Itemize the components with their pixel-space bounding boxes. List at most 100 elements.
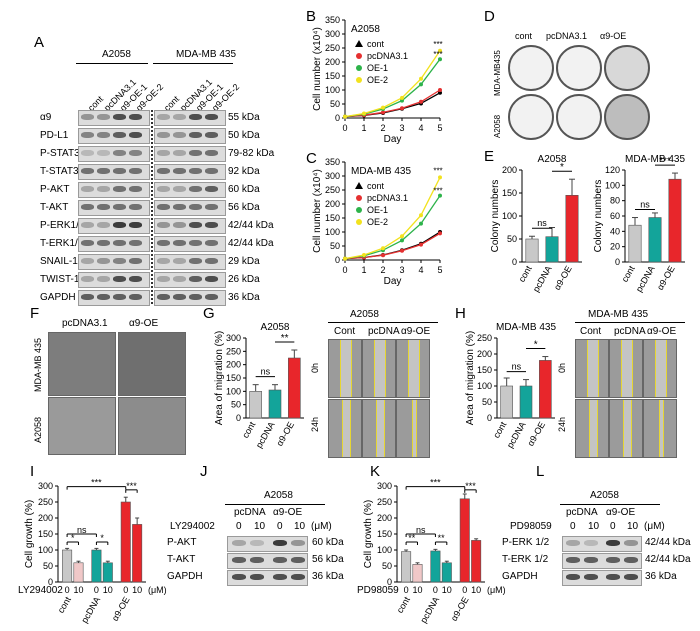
colony-dish (556, 94, 602, 140)
bar (412, 564, 423, 583)
y-axis-label: Area of migration (%) (214, 331, 225, 425)
cell-image (118, 397, 186, 455)
data-point (438, 88, 442, 92)
y-tick-label: 200 (477, 349, 492, 359)
significance-label: * (560, 162, 564, 173)
blot-band (97, 276, 110, 282)
blot-band (113, 258, 126, 264)
colony-dish (604, 45, 650, 91)
blot-strip (562, 570, 642, 586)
a-kda-label: 79-82 kDa (228, 148, 275, 159)
blot-band (566, 557, 580, 563)
a-kda-label: 29 kDa (228, 256, 260, 267)
blot-band (205, 276, 218, 282)
data-point (362, 111, 366, 116)
x-tick-label: 5 (437, 265, 442, 275)
f-col-a9oe: α9-OE (129, 318, 159, 329)
blot-band (113, 186, 126, 192)
significance-label: ns (640, 200, 650, 210)
y-tick-label: 150 (226, 373, 241, 383)
wound-gap (655, 340, 667, 397)
y-tick-label: 80 (610, 196, 620, 206)
blot-band (113, 222, 126, 228)
y-tick-label: 300 (377, 481, 392, 491)
chart-title: MDA-MB 435 (625, 154, 685, 165)
wound-image (643, 399, 677, 458)
d-col-pcdna: pcDNA3.1 (546, 31, 588, 41)
blot-band (157, 294, 170, 300)
unit-label: (μM) (487, 585, 506, 595)
x-tick-label: 1 (361, 265, 366, 275)
h-col-cont: Cont (580, 326, 602, 337)
blot-kda-label: 60 kDa (312, 537, 344, 548)
d-col-cont: cont (515, 31, 533, 41)
dose-label: 0 (65, 585, 70, 595)
blot-band (129, 114, 142, 120)
significance-label: ** (438, 533, 446, 543)
a-group-a2058: A2058 (102, 49, 131, 60)
bar (471, 540, 482, 583)
colony-dish (556, 45, 602, 91)
blot-band (81, 258, 94, 264)
wound-gap (340, 340, 352, 397)
treat-label: LY294002 (18, 585, 63, 596)
chart-title: A2058 (351, 24, 380, 35)
x-tick-label: 0 (342, 123, 347, 133)
wound-image (575, 339, 609, 398)
blot-band (97, 222, 110, 228)
x-tick-label: 4 (418, 123, 423, 133)
blot-band (189, 294, 202, 300)
blot-band (113, 240, 126, 246)
y-tick-label: 250 (477, 333, 492, 343)
y-axis-label: Area of migration (%) (465, 331, 476, 425)
legend-label: OE-1 (367, 205, 388, 215)
significance-label: *** (91, 478, 102, 488)
y-tick-label: 0 (615, 257, 620, 267)
blot-band (173, 204, 186, 210)
blot-band (173, 258, 186, 264)
blot-band (205, 186, 218, 192)
blot-band (81, 294, 94, 300)
wound-image (609, 399, 643, 458)
blot-protein-label: GAPDH (502, 571, 538, 582)
y-axis-label: Cell number (x10⁴) (312, 169, 323, 253)
wound-image (362, 399, 396, 458)
blot-band (205, 258, 218, 264)
series-line (344, 195, 441, 260)
wound-gap (622, 400, 632, 457)
y-tick-label: 200 (38, 513, 53, 523)
legend-label: cont (367, 39, 385, 49)
blot-band (273, 540, 287, 546)
y-tick-label: 250 (325, 43, 340, 53)
data-point (381, 253, 385, 258)
panel-letter-i: I (30, 463, 35, 480)
data-point (438, 48, 442, 53)
data-point (419, 99, 423, 104)
y-tick-label: 50 (231, 400, 241, 410)
wound-image (328, 339, 362, 398)
l-title: A2058 (590, 490, 619, 501)
y-tick-label: 50 (330, 241, 340, 251)
legend-label: pcDNA3.1 (367, 193, 408, 203)
blot-band (81, 132, 94, 138)
significance-label: ns (537, 218, 547, 228)
bar (430, 550, 441, 583)
blot-band (157, 168, 170, 174)
panel-letter-g: G (203, 305, 215, 322)
blot-band (566, 574, 580, 580)
a-protein-label: PD-L1 (40, 130, 69, 141)
y-tick-label: 50 (382, 561, 392, 571)
wound-gap (375, 400, 385, 457)
dose-label: 0 (94, 585, 99, 595)
a-divider (151, 110, 153, 304)
dose-label: 10 (442, 585, 452, 595)
blot-band (113, 276, 126, 282)
y-tick-label: 50 (330, 99, 340, 109)
data-point (438, 193, 442, 198)
blot-strip (562, 553, 642, 569)
blot-band (189, 168, 202, 174)
blot-band (205, 294, 218, 300)
